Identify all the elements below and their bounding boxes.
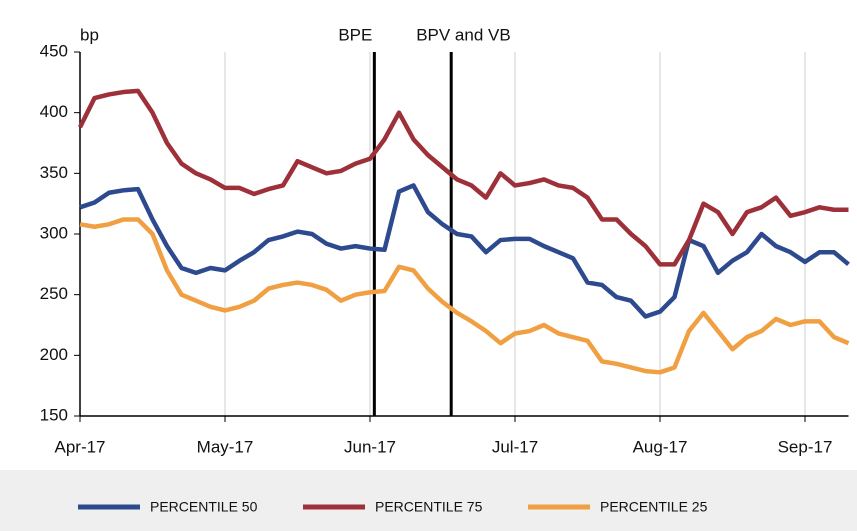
series-line <box>79 217 850 375</box>
x-tick-label: May-17 <box>197 437 254 456</box>
y-tick-label: 200 <box>40 345 68 364</box>
series-line <box>77 88 849 267</box>
x-tick-label: Apr-17 <box>54 437 105 456</box>
y-tick-label: 150 <box>40 405 68 424</box>
event-label: BPV and VB <box>416 25 511 44</box>
x-tick-label: Sep-17 <box>778 437 833 456</box>
x-tick-label: Aug-17 <box>633 437 688 456</box>
event-label: BPE <box>338 25 372 44</box>
y-tick-label: 400 <box>40 102 68 121</box>
y-tick-label: 450 <box>40 41 68 60</box>
y-axis-label: bp <box>80 25 99 44</box>
y-tick-label: 250 <box>40 284 68 303</box>
legend-background <box>0 470 857 531</box>
y-tick-label: 350 <box>40 163 68 182</box>
x-tick-label: Jul-17 <box>492 437 538 456</box>
series-line <box>79 183 850 319</box>
y-tick-label: 300 <box>40 223 68 242</box>
x-tick-label: Jun-17 <box>344 437 396 456</box>
legend-label: PERCENTILE 25 <box>600 499 708 515</box>
legend-label: PERCENTILE 50 <box>150 499 258 515</box>
legend-label: PERCENTILE 75 <box>375 499 483 515</box>
